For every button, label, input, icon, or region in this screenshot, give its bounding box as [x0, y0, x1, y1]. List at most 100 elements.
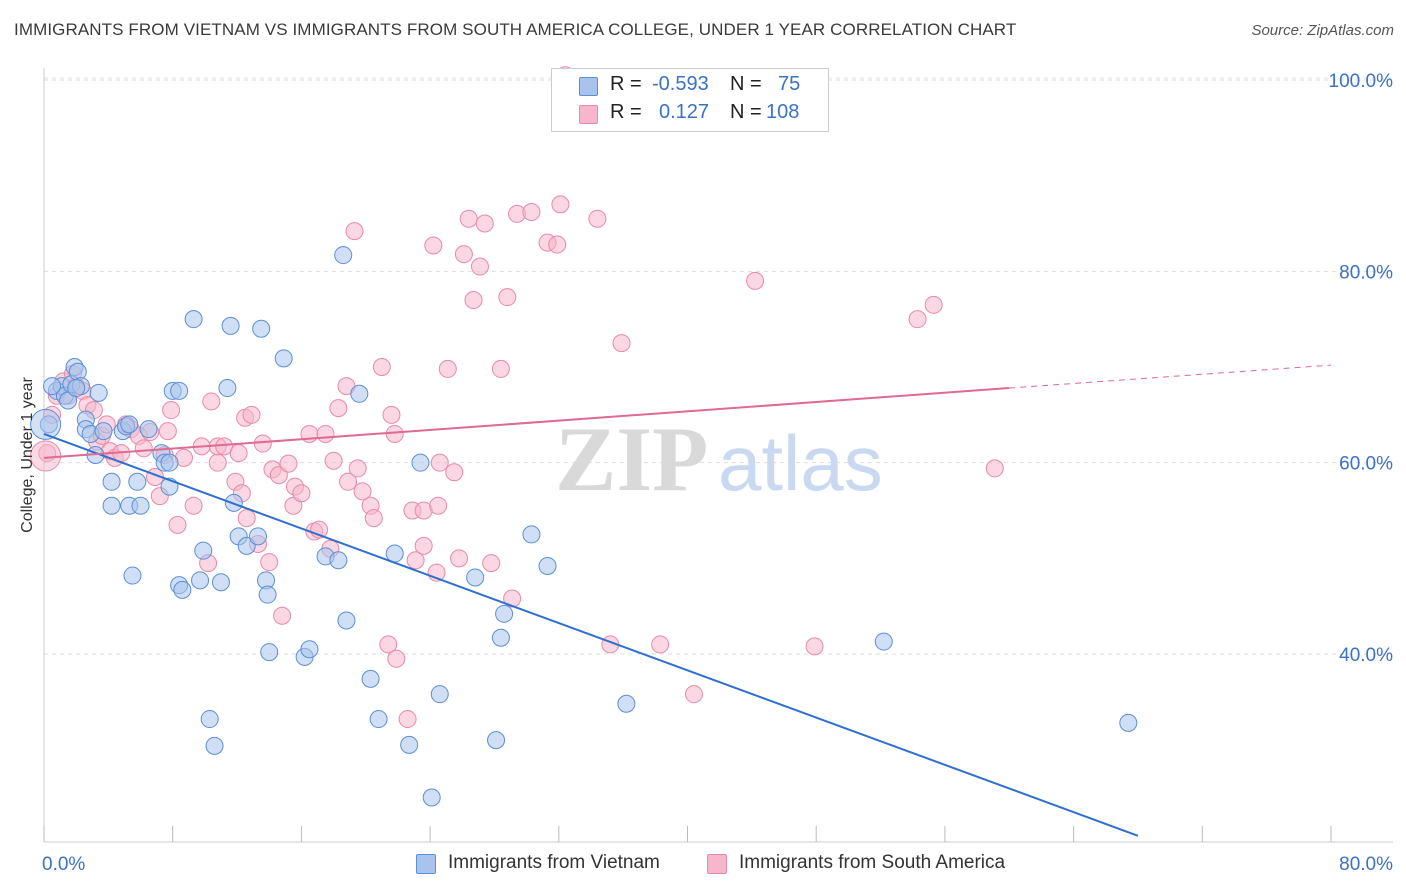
data-point-south-america — [908, 310, 927, 329]
data-point-south-america — [372, 358, 391, 376]
data-point-vietnam — [334, 246, 353, 265]
data-point-south-america — [475, 214, 494, 233]
data-point-south-america — [269, 466, 288, 485]
tick-labels: 40.0% 60.0% 80.0% 100.0% 0.0% 80.0% — [42, 71, 1393, 875]
legend-r-value-south-america: 0.127 — [659, 101, 710, 123]
data-point-south-america — [438, 359, 457, 378]
source-label: Source: ZipAtlas.com — [1251, 22, 1394, 39]
data-point-vietnam — [430, 685, 449, 704]
data-point-vietnam — [211, 573, 230, 592]
data-point-south-america — [229, 444, 248, 463]
y-tick-label: 60.0% — [1339, 454, 1393, 475]
data-point-south-america — [482, 554, 501, 573]
bottom-swatch-south-america — [707, 854, 727, 874]
data-point-vietnam — [369, 710, 388, 729]
data-point-south-america — [805, 637, 824, 656]
legend-n-value-south-america: 108 — [766, 101, 800, 123]
data-point-south-america — [162, 401, 181, 420]
watermark-atlas: atlas — [718, 419, 883, 507]
data-point-south-america — [158, 422, 177, 441]
data-point-south-america — [498, 288, 517, 307]
data-point-vietnam — [221, 316, 240, 335]
data-point-vietnam — [30, 408, 62, 440]
data-point-south-america — [454, 245, 473, 264]
data-point-south-america — [273, 606, 292, 625]
legend-swatch-south-america — [579, 105, 598, 124]
data-point-vietnam — [617, 694, 636, 713]
data-point-vietnam — [139, 420, 158, 439]
data-point-south-america — [134, 439, 153, 458]
data-point-vietnam — [160, 453, 179, 472]
data-point-vietnam — [102, 496, 121, 515]
data-point-vietnam — [194, 541, 213, 560]
data-point-vietnam — [218, 379, 237, 398]
data-point-south-america — [364, 509, 383, 528]
data-point-south-america — [424, 236, 443, 255]
data-point-south-america — [279, 454, 298, 473]
data-point-vietnam — [131, 496, 150, 515]
data-point-south-america — [324, 451, 343, 470]
data-point-south-america — [387, 649, 406, 668]
data-point-vietnam — [522, 525, 541, 544]
data-point-south-america — [385, 424, 404, 443]
data-point-vietnam — [411, 453, 430, 472]
data-point-south-america — [292, 484, 311, 503]
data-point-south-america — [430, 453, 449, 472]
data-point-south-america — [379, 635, 398, 654]
trend-line-vietnam — [43, 433, 1139, 837]
data-point-south-america — [445, 463, 464, 482]
data-point-south-america — [237, 509, 256, 528]
data-point-vietnam — [258, 585, 277, 604]
grid — [44, 77, 1393, 655]
data-point-vietnam — [248, 527, 267, 546]
data-point-vietnam — [491, 628, 510, 647]
data-point-south-america — [202, 392, 221, 411]
legend-row-south-america: R = 0.127 N = 108 — [552, 101, 828, 129]
data-point-vietnam — [67, 379, 86, 398]
data-point-south-america — [491, 359, 510, 378]
data-point-vietnam — [89, 383, 108, 402]
legend-n-value-vietnam: 75 — [778, 73, 801, 95]
data-point-vietnam — [260, 643, 279, 662]
data-point-south-america — [382, 405, 401, 424]
watermark-zip: ZIP — [555, 408, 708, 510]
data-point-south-america — [329, 399, 348, 418]
data-point-vietnam — [200, 710, 219, 729]
data-point-vietnam — [102, 472, 121, 491]
data-point-south-america — [260, 553, 279, 572]
data-point-vietnam — [120, 415, 139, 434]
data-point-vietnam — [173, 580, 192, 599]
data-point-vietnam — [350, 384, 369, 403]
data-point-vietnam — [191, 571, 210, 590]
data-point-south-america — [168, 515, 187, 534]
data-point-vietnam — [400, 735, 419, 754]
data-point-south-america — [242, 405, 261, 424]
data-point-south-america — [345, 222, 364, 241]
data-point-south-america — [746, 271, 765, 290]
y-tick-label: 40.0% — [1339, 645, 1393, 666]
trend-line-south-america-extension — [1009, 364, 1332, 389]
data-point-vietnam — [43, 377, 62, 396]
data-point-vietnam — [466, 568, 485, 587]
data-point-south-america — [612, 334, 631, 353]
data-point-south-america — [588, 209, 607, 228]
data-point-vietnam — [252, 319, 271, 338]
data-point-south-america — [503, 589, 522, 608]
y-tick-label: 100.0% — [1329, 71, 1394, 92]
trend-line-south-america — [43, 387, 1010, 459]
data-point-vietnam — [422, 788, 441, 807]
data-point-south-america — [353, 482, 372, 501]
data-point-south-america — [398, 710, 417, 729]
legend-swatch-vietnam — [579, 77, 598, 96]
data-point-vietnam — [495, 604, 514, 623]
data-point-south-america — [406, 551, 425, 570]
data-point-south-america — [348, 459, 367, 478]
data-point-vietnam — [170, 381, 189, 400]
data-point-vietnam — [94, 422, 113, 441]
x-tick-label-min: 0.0% — [42, 854, 85, 875]
data-point-vietnam — [329, 551, 348, 570]
data-point-vietnam — [337, 611, 356, 630]
data-point-south-america — [522, 203, 541, 222]
legend-n-label: N = — [730, 101, 762, 123]
